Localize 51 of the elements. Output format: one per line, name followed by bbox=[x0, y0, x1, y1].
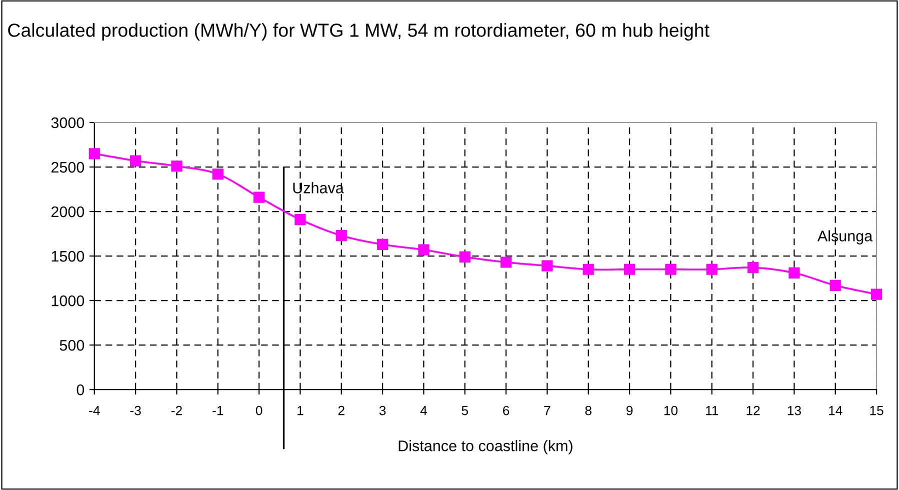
point bbox=[376, 238, 388, 250]
x-tick-label: 12 bbox=[746, 406, 760, 416]
annotation: Alsunga bbox=[817, 230, 873, 244]
y-tick-label: 500 bbox=[60, 340, 84, 351]
point bbox=[665, 264, 676, 275]
point bbox=[500, 256, 512, 268]
x-tick-label: 11 bbox=[706, 406, 718, 416]
point bbox=[870, 288, 882, 300]
point bbox=[830, 280, 841, 291]
x-axis-title: Distance to coastline (km) bbox=[398, 440, 572, 454]
x-tick-label: 5 bbox=[462, 406, 468, 416]
x-tick-label: 4 bbox=[420, 406, 427, 416]
point bbox=[788, 267, 800, 278]
x-tick-label: -3 bbox=[130, 406, 141, 416]
ref-line-label: Uzhava bbox=[293, 182, 344, 194]
point bbox=[212, 168, 224, 180]
chart-title: Calculated production (MWh/Y) for WTG 1 MW, 54 m rotordiameter, 60 m hub height bbox=[8, 23, 710, 41]
x-tick-label: -4 bbox=[89, 406, 100, 416]
x-tick-label: 13 bbox=[788, 406, 801, 416]
point bbox=[706, 264, 718, 275]
point bbox=[459, 251, 470, 262]
point bbox=[294, 214, 306, 226]
x-tick-label: 14 bbox=[829, 406, 842, 416]
x-tick-label: 1 bbox=[298, 406, 304, 416]
y-tick-label: 1000 bbox=[52, 295, 84, 306]
y-tick-label: 2000 bbox=[51, 206, 84, 218]
point bbox=[254, 192, 265, 203]
point bbox=[171, 160, 182, 172]
point bbox=[130, 155, 142, 166]
x-tick-label: 3 bbox=[379, 406, 386, 416]
x-tick-label: 2 bbox=[338, 406, 344, 416]
x-tick-label: 10 bbox=[664, 406, 678, 416]
point bbox=[88, 148, 100, 160]
point bbox=[336, 230, 347, 242]
y-tick-label: 1500 bbox=[52, 250, 84, 262]
x-tick-label: -2 bbox=[171, 406, 182, 416]
x-tick-label: 6 bbox=[503, 406, 510, 416]
y-tick-label: 3000 bbox=[51, 117, 84, 128]
x-tick-label: 8 bbox=[585, 406, 592, 416]
point bbox=[624, 264, 636, 275]
point bbox=[542, 260, 553, 272]
point bbox=[747, 262, 759, 274]
point bbox=[582, 264, 594, 275]
x-tick-label: 9 bbox=[626, 406, 633, 416]
x-tick-label: 0 bbox=[256, 406, 262, 416]
x-tick-label: -1 bbox=[212, 406, 224, 416]
x-tick-label: 7 bbox=[544, 406, 550, 416]
y-tick-label: 0 bbox=[76, 384, 84, 396]
y-tick-label: 2500 bbox=[51, 162, 84, 173]
x-tick-label: 15 bbox=[870, 406, 884, 416]
point bbox=[418, 244, 430, 256]
